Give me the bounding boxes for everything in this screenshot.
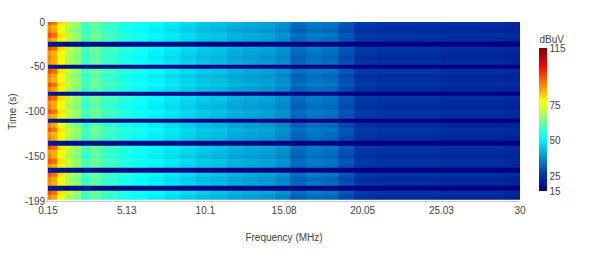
svg-text:-50: -50	[31, 61, 46, 72]
svg-text:5.13: 5.13	[117, 205, 137, 216]
svg-text:-100: -100	[25, 106, 45, 117]
svg-text:75: 75	[550, 100, 562, 111]
svg-text:25.03: 25.03	[429, 205, 454, 216]
svg-text:0: 0	[39, 17, 45, 28]
svg-text:Frequency (MHz): Frequency (MHz)	[245, 232, 322, 243]
svg-text:30: 30	[514, 205, 526, 216]
svg-text:25: 25	[550, 171, 562, 182]
svg-text:15: 15	[550, 186, 562, 197]
svg-text:-150: -150	[25, 151, 45, 162]
svg-text:10.1: 10.1	[196, 205, 216, 216]
svg-text:0.15: 0.15	[38, 205, 58, 216]
svg-text:50: 50	[550, 135, 562, 146]
svg-text:dBuV: dBuV	[539, 34, 564, 45]
svg-text:20.05: 20.05	[350, 205, 375, 216]
svg-text:-199: -199	[25, 196, 45, 207]
svg-text:Time (s): Time (s)	[7, 93, 18, 129]
svg-text:15.08: 15.08	[272, 205, 297, 216]
svg-text:115: 115	[550, 43, 566, 54]
